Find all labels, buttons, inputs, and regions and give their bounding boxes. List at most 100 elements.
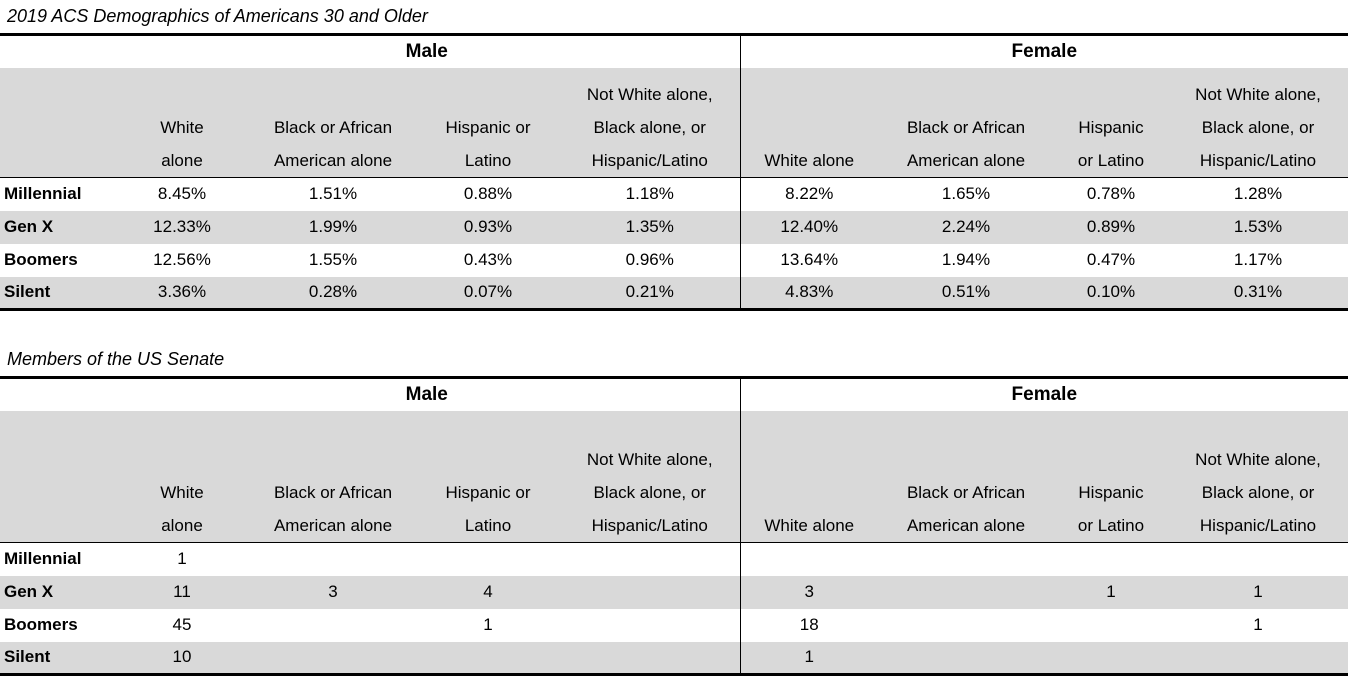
col-header-male-black-african-american: Black or African American alone <box>250 67 416 178</box>
col-header-female-not-white-black-hispanic: Not White alone, Black alone, or Hispani… <box>1168 67 1349 178</box>
stub-cell <box>0 378 114 411</box>
data-cell <box>878 609 1054 642</box>
data-cell <box>560 642 740 675</box>
data-cell <box>250 642 416 675</box>
column-header-row: White alone Black or African American al… <box>0 67 1349 178</box>
row-label-millennial: Millennial <box>4 184 82 204</box>
data-cell: 10 <box>172 647 192 667</box>
data-cell <box>560 576 740 609</box>
report-page: 2019 ACS Demographics of Americans 30 an… <box>0 0 1349 676</box>
data-cell <box>416 642 560 675</box>
row-label-boomers: Boomers <box>4 250 78 269</box>
data-cell: 2.24% <box>941 217 991 236</box>
data-cell: 0.43% <box>463 250 513 269</box>
row-label-millennial: Millennial <box>4 549 82 569</box>
col-header-male-hispanic-latino: Hispanic or Latino <box>416 67 560 178</box>
table-row-silent: Silent 10 1 <box>0 641 1349 675</box>
data-cell: 0.89% <box>1086 217 1136 236</box>
group-header-row: Male Female <box>0 34 1349 68</box>
data-cell: 8.45% <box>157 184 207 204</box>
data-cell: 0.93% <box>463 217 513 236</box>
data-cell: 1.99% <box>308 217 358 236</box>
col-header-female-not-white-black-hispanic: Not White alone, Black alone, or Hispani… <box>1168 410 1349 543</box>
data-cell <box>560 543 740 576</box>
col-header-male-not-white-black-hispanic: Not White alone, Black alone, or Hispani… <box>560 67 740 178</box>
data-cell: 3 <box>328 582 338 601</box>
col-header-female-white-alone: White alone <box>739 410 878 543</box>
row-label-silent: Silent <box>4 282 51 302</box>
data-cell <box>560 609 740 642</box>
data-cell: 0.88% <box>463 184 513 204</box>
data-cell: 1 <box>177 549 187 569</box>
data-cell: 0.51% <box>941 282 991 302</box>
table-row-millennial: Millennial 8.45% 1.51% 0.88% 1.18% 8.22%… <box>0 177 1349 211</box>
data-cell <box>250 543 416 576</box>
acs-table-title: 2019 ACS Demographics of Americans 30 an… <box>7 6 428 26</box>
data-cell: 1 <box>483 615 493 634</box>
acs-demographics-table: Male Female White alone Black or African… <box>0 33 1349 311</box>
female-group-header: Female <box>739 34 1349 68</box>
table-row-gen-x: Gen X 12.33% 1.99% 0.93% 1.35% 12.40% 2.… <box>0 210 1349 244</box>
col-header-female-white-alone: White alone <box>739 67 878 178</box>
table-row-silent: Silent 3.36% 0.28% 0.07% 0.21% 4.83% 0.5… <box>0 276 1349 310</box>
col-header-male-not-white-black-hispanic: Not White alone, Black alone, or Hispani… <box>560 410 740 543</box>
data-cell: 0.10% <box>1086 282 1136 302</box>
female-group-header: Female <box>739 377 1349 411</box>
data-cell <box>1054 642 1168 675</box>
row-label-boomers: Boomers <box>4 615 78 634</box>
data-cell: 0.78% <box>1086 184 1136 204</box>
data-cell <box>878 642 1054 675</box>
data-cell: 0.31% <box>1233 282 1283 302</box>
data-cell: 4 <box>483 582 493 601</box>
data-cell: 13.64% <box>739 243 878 277</box>
row-label-silent: Silent <box>4 647 51 667</box>
data-cell <box>739 542 878 576</box>
col-header-male-white-alone: White alone <box>114 410 250 543</box>
table-row-boomers: Boomers 45 1 18 1 <box>0 608 1349 642</box>
data-cell: 1.55% <box>308 250 358 269</box>
col-header-female-hispanic-latino: Hispanic or Latino <box>1054 67 1168 178</box>
data-cell: 11 <box>173 582 191 601</box>
data-cell: 0.21% <box>625 282 674 302</box>
data-cell: 1.94% <box>941 250 991 269</box>
data-cell: 1.18% <box>625 184 674 204</box>
data-cell: 4.83% <box>739 276 878 310</box>
stub-cell <box>0 410 114 543</box>
table-row-gen-x: Gen X 11 3 4 3 1 1 <box>0 575 1349 609</box>
data-cell: 18 <box>739 608 878 642</box>
data-cell: 1.17% <box>1233 250 1283 269</box>
col-header-female-black-african-american: Black or African American alone <box>878 67 1054 178</box>
data-cell <box>1168 642 1348 675</box>
data-cell: 8.22% <box>739 177 878 211</box>
data-cell <box>250 609 416 642</box>
col-header-female-hispanic-latino: Hispanic or Latino <box>1054 410 1168 543</box>
col-header-male-hispanic-latino: Hispanic or Latino <box>416 410 560 543</box>
row-label-gen-x: Gen X <box>4 582 54 601</box>
data-cell: 1 <box>739 641 878 675</box>
male-group-header: Male <box>405 40 448 62</box>
data-cell: 1.51% <box>308 184 358 204</box>
data-cell <box>1054 609 1168 642</box>
data-cell <box>416 543 560 576</box>
stub-cell <box>0 67 114 178</box>
stub-cell <box>0 35 114 68</box>
data-cell: 1.35% <box>625 217 674 236</box>
data-cell: 0.96% <box>625 250 674 269</box>
col-header-female-black-african-american: Black or African American alone <box>878 410 1054 543</box>
data-cell <box>878 543 1054 576</box>
data-cell: 1.53% <box>1233 217 1283 236</box>
group-header-row: Male Female <box>0 377 1349 411</box>
data-cell: 45 <box>172 615 192 634</box>
data-cell: 12.40% <box>739 210 878 244</box>
data-cell: 3.36% <box>157 282 207 302</box>
data-cell: 1 <box>1253 582 1263 601</box>
data-cell: 12.33% <box>153 217 211 236</box>
data-cell: 1.65% <box>941 184 991 204</box>
row-label-gen-x: Gen X <box>4 217 54 236</box>
col-header-male-white-alone: White alone <box>114 67 250 178</box>
senate-members-section: Members of the US Senate Male Female Whi… <box>0 343 1349 676</box>
data-cell <box>1054 543 1168 576</box>
data-cell: 0.07% <box>463 282 513 302</box>
acs-demographics-section: 2019 ACS Demographics of Americans 30 an… <box>0 0 1349 311</box>
data-cell: 1.28% <box>1233 184 1283 204</box>
